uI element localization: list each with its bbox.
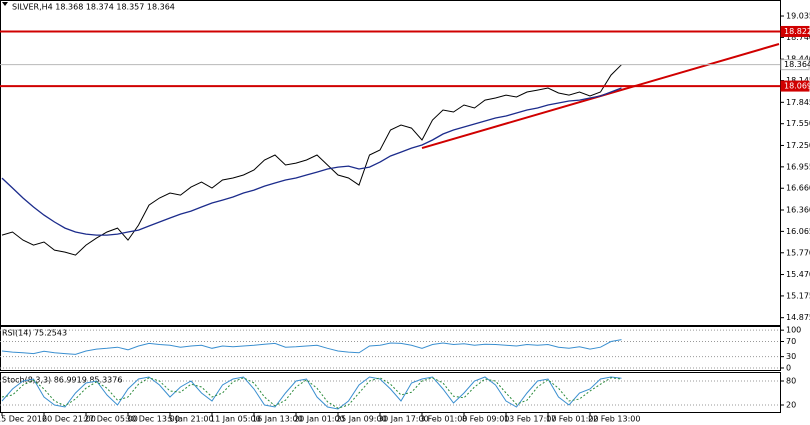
y-tick-label: 17.250	[786, 141, 810, 150]
y-tick-label: 16.660	[786, 184, 810, 193]
panel-title: Stoch(8,3,3) 86.9919 85.3376	[2, 376, 122, 385]
x-tick-label: 8 Feb 09:00	[462, 415, 509, 424]
x-tick-label: 30 Jan 17:00	[378, 415, 429, 424]
y-tick-label: 18.440	[786, 55, 810, 64]
y-tick-label: 16.065	[786, 227, 810, 236]
panel-title: RSI(14) 75.2543	[2, 329, 67, 338]
series-line	[1, 64, 622, 256]
level-box	[780, 80, 810, 92]
y-tick-label: 100	[786, 326, 801, 335]
level-box	[780, 59, 810, 71]
main-panel	[0, 0, 781, 326]
x-tick-label: 27 Dec 05:00	[84, 415, 138, 424]
y-tick-label: 17.550	[786, 119, 810, 128]
series-line	[1, 87, 622, 236]
series-line	[1, 339, 622, 355]
menu-icon[interactable]	[2, 2, 8, 6]
x-tick-label: 17 Feb 01:00	[546, 415, 598, 424]
x-tick-label: 22 Feb 13:00	[588, 415, 640, 424]
y-tick-label: 30	[786, 352, 796, 361]
y-tick-label: 18.740	[786, 33, 810, 42]
x-tick-label: 15 Dec 2016	[0, 415, 47, 424]
x-tick-label: 5 Jan 21:00	[168, 415, 214, 424]
y-tick-label: 15.770	[786, 248, 810, 257]
y-tick-label: 16.955	[786, 162, 810, 171]
level-box	[780, 25, 810, 37]
level-label: 18.069	[784, 82, 810, 91]
x-tick-label: 20 Dec 21:00	[42, 415, 96, 424]
stoch-panel	[0, 372, 781, 413]
x-tick-label: 30 Dec 13:00	[126, 415, 180, 424]
y-tick-label: 18.145	[786, 76, 810, 85]
series-line	[1, 376, 622, 410]
y-tick-label: 80	[786, 377, 796, 386]
y-tick-label: 14.875	[786, 313, 810, 322]
x-tick-label: 3 Feb 01:00	[420, 415, 467, 424]
y-tick-label: 20	[786, 401, 796, 410]
y-tick-label: 16.360	[786, 205, 810, 214]
y-tick-label: 0	[786, 363, 791, 372]
y-tick-label: 15.175	[786, 291, 810, 300]
x-tick-label: 16 Jan 13:00	[252, 415, 303, 424]
rsi-panel	[0, 326, 781, 371]
x-tick-label: 13 Feb 17:00	[504, 415, 556, 424]
level-label: 18.822	[784, 27, 810, 36]
y-tick-label: 15.470	[786, 270, 810, 279]
y-tick-label: 19.035	[786, 12, 810, 21]
y-tick-label: 17.845	[786, 98, 810, 107]
x-tick-label: 25 Jan 09:00	[336, 415, 387, 424]
x-tick-label: 20 Jan 01:00	[294, 415, 345, 424]
series-line	[1, 377, 622, 409]
y-tick-label: 70	[786, 337, 796, 346]
panel-title: SILVER,H4 18.368 18.374 18.357 18.364	[12, 3, 175, 12]
x-tick-label: 11 Jan 05:00	[210, 415, 261, 424]
level-label: 18.364	[784, 60, 810, 69]
